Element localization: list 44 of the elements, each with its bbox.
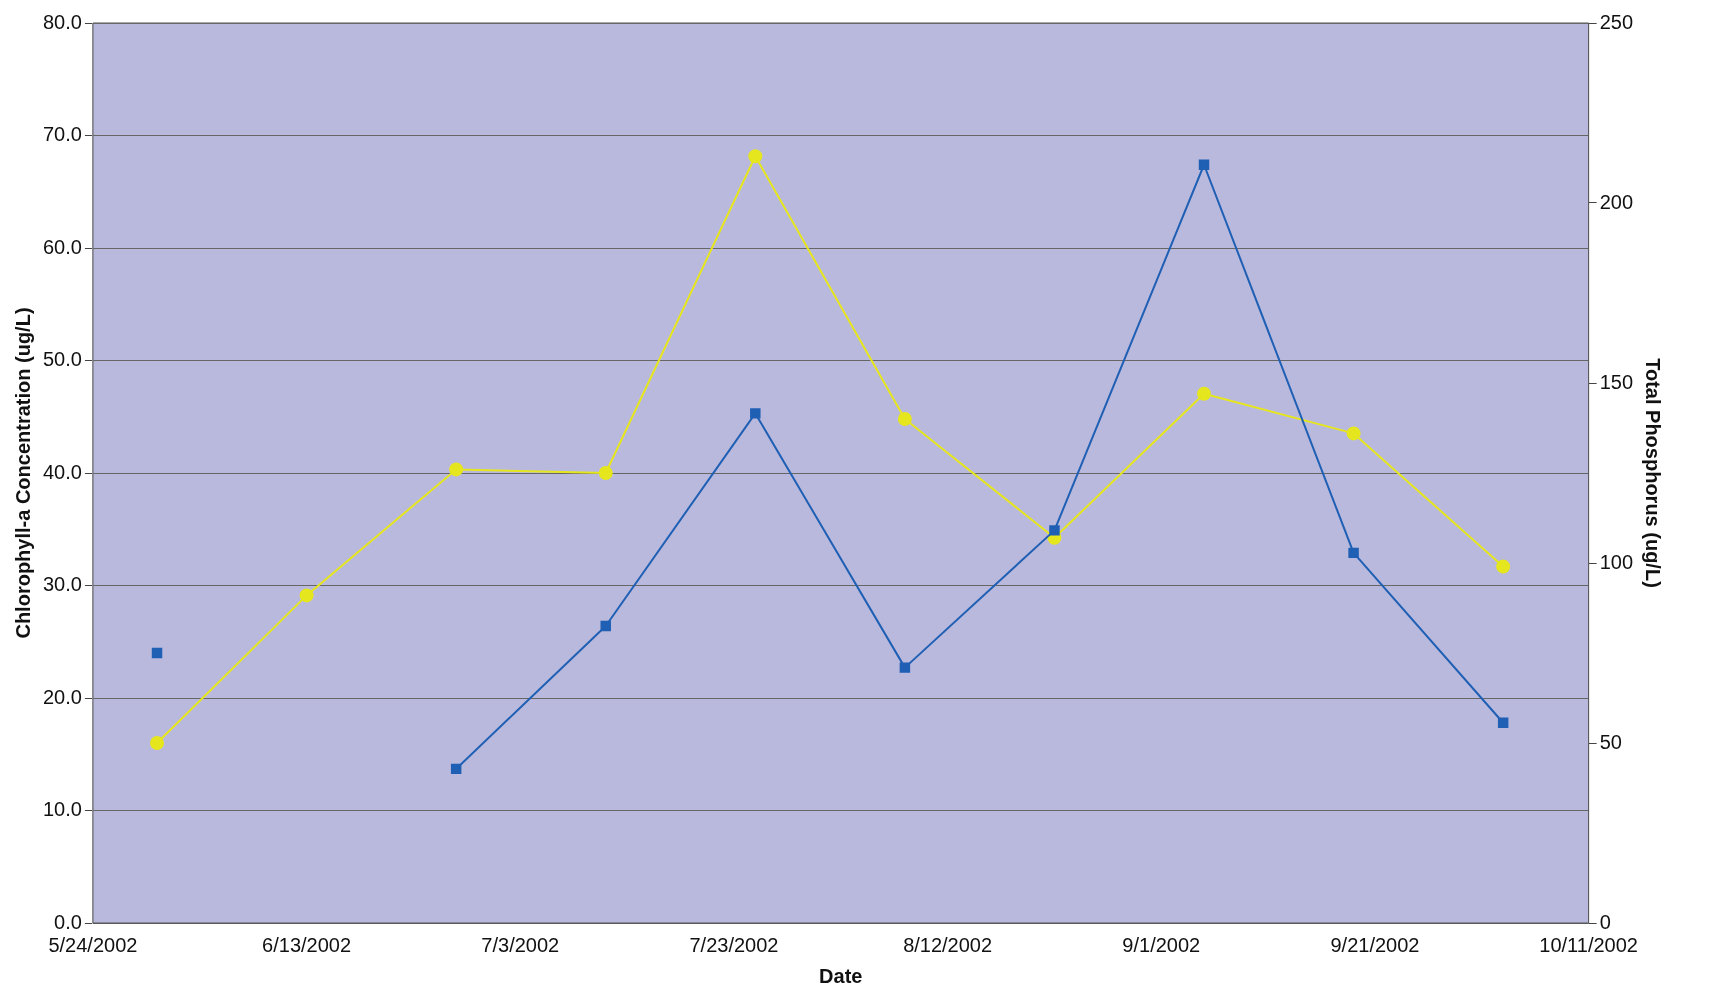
point [899, 662, 911, 673]
point [1496, 559, 1511, 574]
point [598, 466, 613, 480]
point [1346, 426, 1361, 441]
point [1049, 525, 1060, 536]
y-tick-label: 80.0 [42, 10, 82, 33]
y-tick-label: 0.0 [54, 910, 82, 933]
y2-tick-label: 200 [1599, 190, 1634, 213]
point [1198, 159, 1210, 170]
x-axis-title: Date [819, 964, 863, 987]
point [1497, 717, 1509, 728]
y-tick-label: 30.0 [42, 573, 82, 596]
point [1197, 386, 1212, 401]
y2-tick-label: 100 [1599, 550, 1634, 573]
x-tick-label: 6/13/2002 [262, 933, 352, 956]
y-tick-label: 50.0 [42, 348, 82, 371]
x-tick-label: 7/3/2002 [481, 933, 560, 956]
point [600, 620, 611, 632]
point [750, 408, 761, 419]
y-tick-label: 60.0 [42, 235, 82, 258]
x-tick-label: 8/12/2002 [903, 933, 993, 956]
point [450, 763, 462, 775]
y2-axis-title: Total Phosphorus (ug/L) [1642, 358, 1665, 588]
point [897, 412, 912, 426]
point [1348, 547, 1359, 559]
point [299, 588, 314, 603]
point [748, 149, 763, 164]
point [449, 462, 464, 477]
y2-tick-label: 50 [1599, 730, 1622, 753]
y2-tick-label: 250 [1599, 10, 1634, 33]
x-tick-label: 7/23/2002 [689, 933, 779, 956]
x-tick-label: 10/11/2002 [1539, 933, 1638, 956]
point [150, 736, 165, 750]
y-tick-label: 70.0 [42, 123, 82, 146]
x-tick-label: 9/21/2002 [1330, 933, 1420, 956]
y-tick-label: 20.0 [42, 685, 82, 708]
y2-tick-label: 0 [1599, 910, 1611, 933]
x-tick-label: 9/1/2002 [1122, 933, 1201, 956]
y-tick-label: 10.0 [42, 798, 82, 821]
point [151, 647, 163, 659]
y2-tick-label: 150 [1599, 370, 1634, 393]
y-axis-title: Chlorophyll-a Concentration (ug/L) [11, 307, 34, 639]
x-tick-label: 5/24/2002 [48, 933, 138, 956]
y-tick-label: 40.0 [42, 460, 82, 483]
